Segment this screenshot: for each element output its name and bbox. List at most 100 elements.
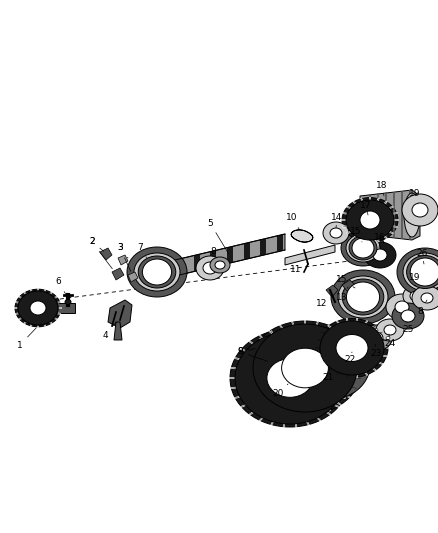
Polygon shape bbox=[277, 235, 283, 251]
Ellipse shape bbox=[410, 258, 438, 286]
Ellipse shape bbox=[346, 234, 380, 262]
Bar bbox=[57, 303, 75, 313]
Text: 12: 12 bbox=[316, 293, 330, 308]
Text: 4: 4 bbox=[102, 322, 116, 340]
Polygon shape bbox=[100, 248, 112, 260]
Ellipse shape bbox=[33, 304, 43, 312]
Ellipse shape bbox=[210, 257, 230, 273]
Polygon shape bbox=[326, 285, 338, 297]
Polygon shape bbox=[128, 272, 138, 282]
Polygon shape bbox=[244, 243, 250, 259]
Ellipse shape bbox=[30, 301, 46, 315]
Ellipse shape bbox=[28, 299, 48, 317]
Text: 2: 2 bbox=[89, 238, 112, 269]
Text: 13: 13 bbox=[336, 287, 348, 303]
Ellipse shape bbox=[316, 319, 388, 377]
Ellipse shape bbox=[15, 289, 61, 327]
Ellipse shape bbox=[412, 286, 438, 310]
Text: 8: 8 bbox=[210, 247, 216, 262]
Text: 10: 10 bbox=[286, 214, 300, 230]
Polygon shape bbox=[194, 255, 200, 271]
Ellipse shape bbox=[248, 321, 362, 415]
Polygon shape bbox=[291, 230, 313, 242]
Ellipse shape bbox=[338, 276, 388, 318]
Polygon shape bbox=[175, 234, 285, 276]
Ellipse shape bbox=[342, 279, 384, 315]
Polygon shape bbox=[177, 259, 183, 275]
Text: 2: 2 bbox=[89, 238, 104, 251]
Text: 24: 24 bbox=[385, 334, 396, 349]
Ellipse shape bbox=[404, 193, 420, 237]
Ellipse shape bbox=[320, 321, 384, 375]
Ellipse shape bbox=[235, 332, 345, 424]
Ellipse shape bbox=[323, 222, 349, 244]
Text: 22: 22 bbox=[344, 352, 356, 365]
Ellipse shape bbox=[373, 249, 387, 261]
Polygon shape bbox=[342, 280, 355, 292]
Text: 15: 15 bbox=[350, 228, 362, 242]
Ellipse shape bbox=[410, 291, 422, 301]
Polygon shape bbox=[210, 251, 216, 267]
Ellipse shape bbox=[65, 300, 71, 304]
Text: 21: 21 bbox=[322, 368, 334, 383]
Text: 18: 18 bbox=[376, 182, 388, 196]
Text: 14: 14 bbox=[331, 214, 343, 228]
Ellipse shape bbox=[127, 247, 187, 297]
Text: 8: 8 bbox=[417, 300, 427, 317]
Text: 1: 1 bbox=[17, 328, 36, 350]
Polygon shape bbox=[108, 300, 132, 328]
Text: 20: 20 bbox=[272, 384, 288, 399]
Ellipse shape bbox=[412, 203, 428, 217]
Ellipse shape bbox=[253, 324, 357, 412]
Ellipse shape bbox=[386, 336, 390, 340]
Polygon shape bbox=[360, 190, 420, 240]
Polygon shape bbox=[114, 322, 122, 340]
Ellipse shape bbox=[384, 325, 396, 335]
Ellipse shape bbox=[369, 332, 383, 344]
Text: 7: 7 bbox=[137, 243, 147, 257]
Text: 23: 23 bbox=[370, 344, 381, 359]
Text: 3: 3 bbox=[117, 244, 128, 258]
Ellipse shape bbox=[286, 330, 370, 400]
Ellipse shape bbox=[395, 301, 409, 313]
Ellipse shape bbox=[134, 253, 180, 291]
Ellipse shape bbox=[282, 348, 328, 388]
Text: 26: 26 bbox=[416, 249, 427, 264]
Polygon shape bbox=[118, 255, 128, 265]
Ellipse shape bbox=[215, 261, 225, 269]
Ellipse shape bbox=[196, 256, 224, 280]
Ellipse shape bbox=[352, 238, 374, 258]
Ellipse shape bbox=[376, 319, 404, 341]
Polygon shape bbox=[285, 245, 335, 265]
Ellipse shape bbox=[421, 293, 433, 303]
Ellipse shape bbox=[349, 236, 377, 260]
Ellipse shape bbox=[330, 228, 342, 238]
Ellipse shape bbox=[346, 282, 380, 312]
Ellipse shape bbox=[364, 242, 396, 268]
Text: 5: 5 bbox=[207, 219, 229, 254]
Polygon shape bbox=[227, 247, 233, 263]
Text: 25: 25 bbox=[403, 322, 413, 335]
Polygon shape bbox=[112, 268, 124, 280]
Ellipse shape bbox=[362, 336, 366, 340]
Ellipse shape bbox=[403, 285, 429, 307]
Ellipse shape bbox=[360, 325, 392, 351]
Ellipse shape bbox=[346, 200, 394, 240]
Text: 19: 19 bbox=[409, 190, 421, 204]
Ellipse shape bbox=[142, 259, 172, 285]
Ellipse shape bbox=[331, 270, 395, 324]
Text: 11: 11 bbox=[290, 262, 308, 274]
Text: 9: 9 bbox=[237, 348, 255, 357]
Ellipse shape bbox=[18, 291, 58, 325]
Ellipse shape bbox=[336, 335, 368, 361]
Ellipse shape bbox=[403, 253, 438, 291]
Ellipse shape bbox=[397, 248, 438, 296]
Text: 15: 15 bbox=[336, 276, 355, 288]
Text: 9: 9 bbox=[237, 348, 267, 361]
Polygon shape bbox=[260, 239, 266, 255]
Ellipse shape bbox=[18, 291, 58, 325]
Text: 19: 19 bbox=[409, 273, 421, 286]
Ellipse shape bbox=[138, 256, 176, 288]
Ellipse shape bbox=[406, 255, 438, 288]
Ellipse shape bbox=[392, 303, 424, 329]
